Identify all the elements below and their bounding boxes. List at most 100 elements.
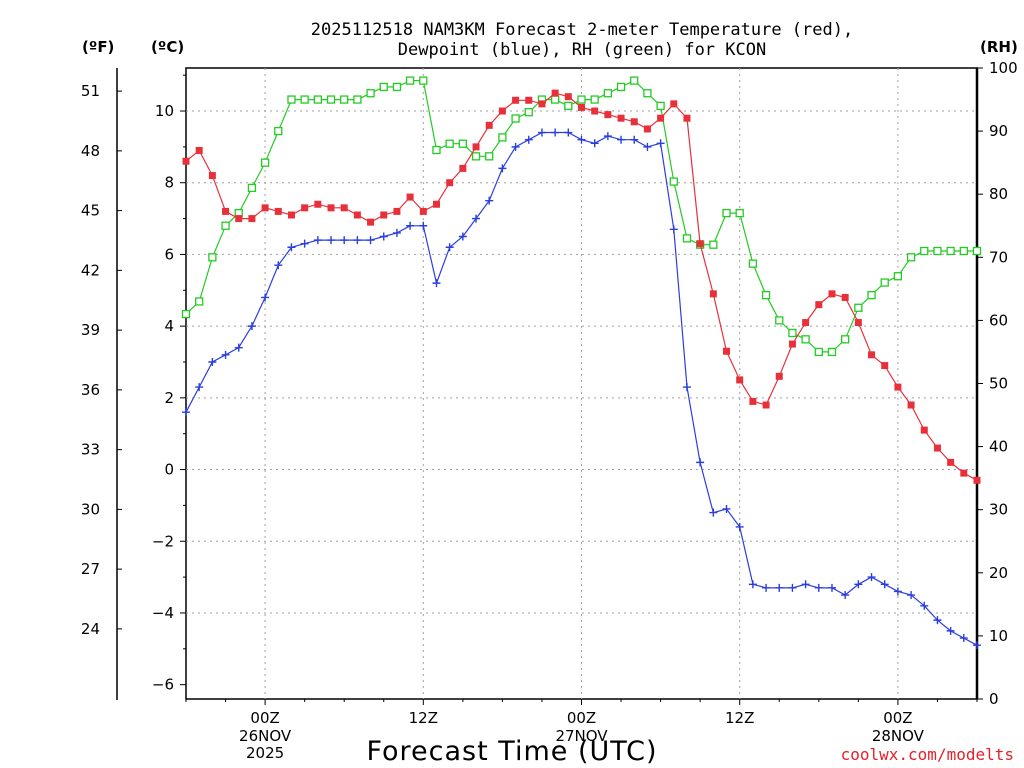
- x-tick-date: 26NOV: [239, 727, 292, 745]
- data-point: [788, 583, 797, 592]
- data-point: [406, 193, 414, 201]
- data-point: [762, 401, 770, 409]
- data-point: [682, 383, 691, 392]
- data-point: [814, 347, 823, 357]
- data-point: [616, 82, 626, 92]
- data-point: [485, 121, 493, 129]
- data-point: [300, 95, 309, 104]
- x-tick-date: 27NOV: [555, 727, 608, 745]
- rh-tick-label: 100: [989, 59, 1018, 77]
- data-point: [960, 469, 968, 477]
- x-tick-label: 12Z: [409, 709, 438, 727]
- data-point: [828, 290, 836, 298]
- data-point: [762, 583, 771, 592]
- data-point: [669, 225, 678, 234]
- data-point: [630, 135, 639, 144]
- data-point: [182, 408, 190, 417]
- data-point: [841, 591, 850, 600]
- data-point: [432, 200, 440, 208]
- data-point: [775, 583, 784, 592]
- data-point: [432, 145, 441, 155]
- data-point: [221, 350, 230, 359]
- x-axis-title: Forecast Time (UTC): [366, 736, 657, 767]
- data-point: [591, 107, 599, 115]
- rh-tick-label: 30: [989, 501, 1008, 519]
- axis-ticks: −6−4−20246810242730333639424548510102030…: [81, 59, 1018, 762]
- data-point: [867, 573, 876, 582]
- fahrenheit-tick-label: 30: [81, 500, 100, 518]
- data-point: [933, 444, 941, 452]
- data-series: [181, 76, 982, 650]
- data-point: [313, 95, 322, 104]
- data-point: [880, 278, 889, 287]
- data-point: [656, 139, 665, 148]
- data-point: [340, 95, 349, 104]
- data-point: [761, 291, 771, 300]
- data-point: [471, 152, 481, 161]
- data-point: [353, 95, 362, 104]
- data-point: [643, 142, 652, 151]
- data-point: [537, 128, 546, 137]
- data-point: [656, 101, 665, 111]
- data-point: [340, 236, 349, 245]
- data-point: [419, 76, 428, 85]
- data-point: [353, 236, 362, 245]
- data-point: [880, 580, 889, 589]
- data-point: [590, 95, 599, 104]
- data-point: [709, 290, 717, 298]
- data-point: [657, 114, 665, 122]
- data-point: [603, 89, 613, 98]
- data-point: [630, 118, 638, 126]
- data-point: [959, 246, 968, 256]
- rh-tick-label: 20: [989, 564, 1008, 582]
- series-dewpoint: [182, 128, 981, 650]
- data-point: [195, 297, 204, 306]
- celsius-tick-label: 2: [164, 389, 174, 407]
- data-point: [432, 279, 441, 288]
- data-point: [458, 232, 467, 241]
- data-point: [498, 164, 507, 173]
- chart-title-line1: 2025112518 NAM3KM Forecast 2-meter Tempe…: [311, 20, 853, 40]
- data-point: [920, 426, 928, 434]
- data-point: [419, 221, 428, 230]
- data-point: [208, 357, 217, 366]
- rh-tick-label: 10: [989, 627, 1008, 645]
- celsius-axis-unit: (ºC): [151, 38, 184, 56]
- data-point: [195, 383, 204, 392]
- fahrenheit-tick-label: 48: [81, 142, 100, 160]
- data-point: [512, 96, 520, 104]
- rh-tick-label: 50: [989, 375, 1008, 393]
- data-point: [972, 246, 982, 256]
- data-point: [353, 211, 361, 219]
- data-point: [867, 291, 876, 300]
- data-point: [590, 139, 599, 148]
- fahrenheit-tick-label: 24: [81, 620, 100, 638]
- data-point: [327, 204, 335, 212]
- data-point: [472, 214, 481, 223]
- data-point: [854, 319, 862, 327]
- data-point: [841, 293, 849, 301]
- data-point: [788, 340, 796, 348]
- data-point: [380, 211, 388, 219]
- data-point: [525, 96, 533, 104]
- data-point: [498, 107, 506, 115]
- data-point: [498, 133, 507, 142]
- data-point: [274, 261, 283, 270]
- data-point: [748, 580, 757, 589]
- data-point: [683, 114, 691, 122]
- data-point: [458, 139, 468, 148]
- data-point: [551, 89, 559, 97]
- data-point: [393, 207, 401, 215]
- data-point: [445, 243, 454, 252]
- fahrenheit-tick-label: 27: [81, 560, 100, 578]
- data-point: [603, 132, 612, 141]
- rh-tick-label: 80: [989, 185, 1008, 203]
- data-point: [749, 397, 757, 405]
- fahrenheit-tick-label: 33: [81, 441, 100, 459]
- data-point: [630, 76, 639, 85]
- plot-frame: [185, 67, 978, 700]
- data-point: [564, 101, 573, 111]
- data-point: [379, 82, 388, 92]
- data-point: [564, 93, 572, 101]
- x-tick-label: 00Z: [883, 709, 912, 727]
